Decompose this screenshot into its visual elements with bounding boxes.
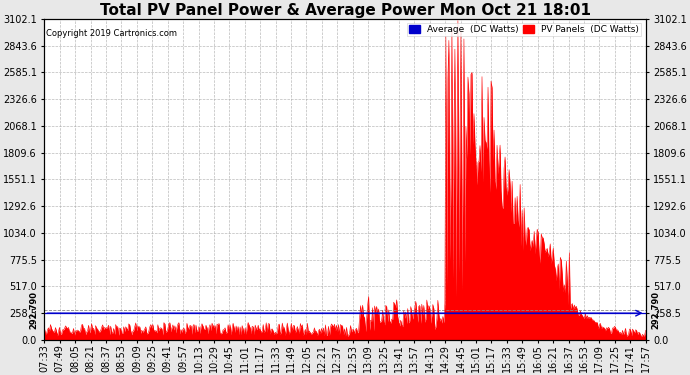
- Text: Copyright 2019 Cartronics.com: Copyright 2019 Cartronics.com: [46, 28, 177, 38]
- Legend: Average  (DC Watts), PV Panels  (DC Watts): Average (DC Watts), PV Panels (DC Watts): [407, 24, 641, 36]
- Text: 292.790: 292.790: [651, 291, 660, 328]
- Text: 292.790: 292.790: [30, 291, 39, 328]
- Title: Total PV Panel Power & Average Power Mon Oct 21 18:01: Total PV Panel Power & Average Power Mon…: [99, 3, 591, 18]
